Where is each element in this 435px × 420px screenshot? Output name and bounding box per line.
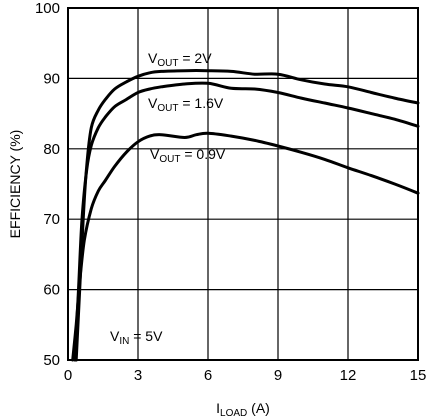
series-label-1-6v-sub: OUT [157,103,178,114]
x-tick-label-9: 9 [274,367,282,384]
series-label-0-9v-rest: = 0.9V [180,146,225,162]
y-tick-label-80: 80 [43,141,60,158]
x-tick-label-6: 6 [204,367,212,384]
x-axis-title-unit: (A) [247,400,270,416]
x-axis-title-main: I [216,400,220,416]
vin-annotation-rest: = 5V [129,328,163,344]
y-tick-label-90: 90 [43,70,60,87]
series-label-0-9v: VOUT = 0.9V [150,146,226,165]
series-label-1-6v: VOUT = 1.6V [148,95,224,114]
y-tick-label-70: 70 [43,211,60,228]
vin-annotation: VIN = 5V [110,328,163,347]
grid [68,8,418,360]
y-tick-label-100: 100 [35,0,60,17]
tick-labels: 50 60 70 80 90 100 0 3 6 9 12 15 [35,0,426,384]
x-tick-label-12: 12 [340,367,357,384]
series-label-0-9v-sub: OUT [159,154,180,165]
vin-annotation-main: V [110,328,120,344]
plot-frame [67,7,419,361]
series-label-2v-main: V [148,50,158,66]
y-tick-label-50: 50 [43,352,60,369]
series-line-vout-2v [74,69,420,362]
series-label-2v-sub: OUT [157,58,178,69]
series-line-vout-0-9v [71,131,420,362]
series-lines [71,69,420,362]
y-axis-title: EFFICIENCY (%) [7,130,23,239]
x-axis-title-sub: LOAD [220,408,247,419]
x-tick-label-0: 0 [64,367,72,384]
series-label-2v-rest: = 2V [178,50,212,66]
vin-annotation-sub: IN [119,336,129,347]
series-label-1-6v-rest: = 1.6V [178,95,223,111]
series-label-2v: VOUT = 2V [148,50,212,69]
series-label-0-9v-main: V [150,146,160,162]
x-axis-title: ILOAD (A) [216,400,270,419]
x-tick-label-15: 15 [410,367,427,384]
x-tick-label-3: 3 [134,367,142,384]
y-tick-label-60: 60 [43,282,60,299]
series-label-1-6v-main: V [148,95,158,111]
series-line-vout-1-6v [73,81,420,362]
